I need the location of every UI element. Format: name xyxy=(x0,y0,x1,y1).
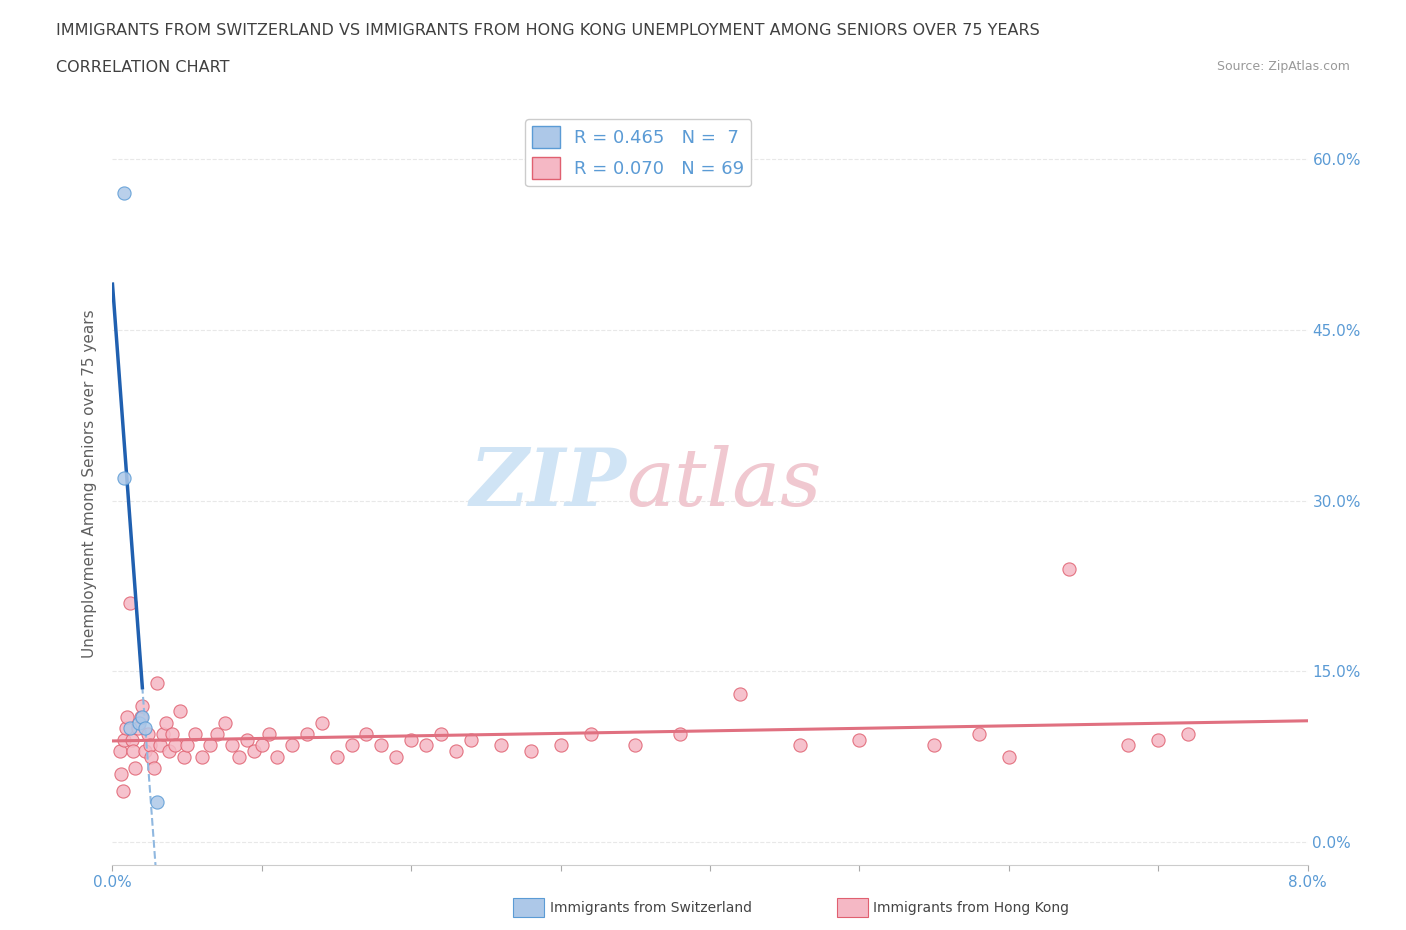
Point xyxy=(146,795,169,810)
Point xyxy=(191,750,214,764)
Point xyxy=(356,726,378,741)
Point xyxy=(340,737,363,752)
Point xyxy=(243,744,266,759)
Point xyxy=(1118,737,1140,752)
Point xyxy=(131,710,153,724)
Point xyxy=(141,750,163,764)
Point xyxy=(998,750,1021,764)
Point xyxy=(370,737,392,752)
Point xyxy=(430,726,453,741)
Point xyxy=(415,737,437,752)
Point xyxy=(221,737,243,752)
Point xyxy=(146,675,169,690)
Point xyxy=(385,750,408,764)
Point xyxy=(152,726,174,741)
Point xyxy=(110,766,132,781)
Point xyxy=(155,715,177,730)
Point xyxy=(669,726,692,741)
Point xyxy=(162,726,183,741)
Point xyxy=(122,744,145,759)
Point xyxy=(401,732,423,747)
Point xyxy=(250,737,273,752)
Point xyxy=(214,715,236,730)
Point xyxy=(149,737,172,752)
Point xyxy=(134,721,156,736)
Point xyxy=(108,744,131,759)
Point xyxy=(114,732,135,747)
Point xyxy=(143,761,166,776)
Text: CORRELATION CHART: CORRELATION CHART xyxy=(56,60,229,75)
Point xyxy=(1057,562,1080,577)
Point xyxy=(128,715,150,730)
Point xyxy=(205,726,228,741)
Point xyxy=(228,750,250,764)
Point xyxy=(173,750,195,764)
Point xyxy=(967,726,990,741)
Point xyxy=(728,686,751,701)
Point xyxy=(183,726,205,741)
Point xyxy=(114,471,135,485)
Point xyxy=(266,750,288,764)
Point xyxy=(259,726,281,741)
Point xyxy=(489,737,512,752)
Point xyxy=(325,750,347,764)
Point xyxy=(169,704,191,719)
Point xyxy=(131,698,153,713)
Text: Immigrants from Switzerland: Immigrants from Switzerland xyxy=(550,900,752,915)
Point xyxy=(139,737,162,752)
Point xyxy=(444,744,467,759)
Point xyxy=(550,737,572,752)
Point xyxy=(1177,726,1199,741)
Point xyxy=(579,726,602,741)
Point xyxy=(922,737,945,752)
Point xyxy=(789,737,811,752)
Text: Immigrants from Hong Kong: Immigrants from Hong Kong xyxy=(873,900,1069,915)
Point xyxy=(124,761,146,776)
Point xyxy=(848,732,870,747)
Y-axis label: Unemployment Among Seniors over 75 years: Unemployment Among Seniors over 75 years xyxy=(82,310,97,658)
Point xyxy=(624,737,647,752)
Point xyxy=(134,744,156,759)
Point xyxy=(281,737,304,752)
Point xyxy=(115,721,138,736)
Text: atlas: atlas xyxy=(627,445,821,523)
Point xyxy=(127,721,149,736)
Text: Source: ZipAtlas.com: Source: ZipAtlas.com xyxy=(1216,60,1350,73)
Point xyxy=(1147,732,1170,747)
Point xyxy=(295,726,318,741)
Point xyxy=(236,732,259,747)
Text: ZIP: ZIP xyxy=(470,445,627,523)
Point xyxy=(157,744,180,759)
Legend: R = 0.465   N =  7, R = 0.070   N = 69: R = 0.465 N = 7, R = 0.070 N = 69 xyxy=(526,119,751,187)
Point xyxy=(114,186,135,201)
Point xyxy=(117,710,139,724)
Point xyxy=(460,732,482,747)
Point xyxy=(198,737,221,752)
Point xyxy=(138,726,160,741)
Point xyxy=(520,744,543,759)
Text: IMMIGRANTS FROM SWITZERLAND VS IMMIGRANTS FROM HONG KONG UNEMPLOYMENT AMONG SENI: IMMIGRANTS FROM SWITZERLAND VS IMMIGRANT… xyxy=(56,23,1040,38)
Point xyxy=(120,721,142,736)
Point xyxy=(121,732,143,747)
Point xyxy=(111,783,134,798)
Point xyxy=(176,737,198,752)
Point xyxy=(120,596,142,611)
Point xyxy=(311,715,333,730)
Point xyxy=(165,737,187,752)
Point xyxy=(129,710,152,724)
